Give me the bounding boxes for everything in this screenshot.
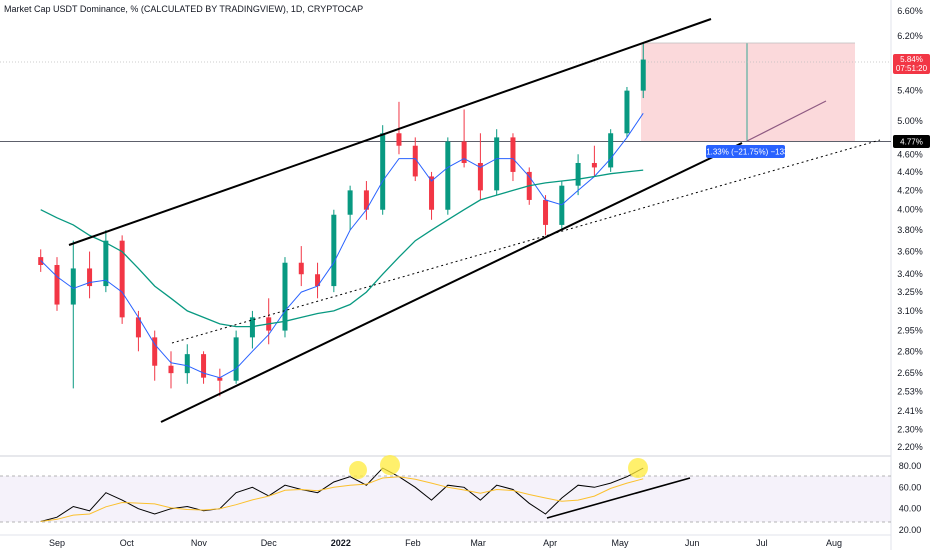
candle-body[interactable]	[363, 190, 369, 210]
rsi-trendline[interactable]	[546, 477, 691, 519]
candle-body[interactable]	[591, 162, 597, 168]
moving-average-fast	[40, 113, 644, 379]
candle-body[interactable]	[298, 262, 304, 275]
candle-body[interactable]	[152, 337, 158, 366]
last-price-tag	[893, 54, 930, 74]
rsi-highlight-circle	[628, 458, 648, 478]
measure-projection-line[interactable]	[746, 100, 827, 142]
level-price-value: 4.77%	[900, 138, 923, 147]
chart-title: Market Cap USDT Dominance, % (CALCULATED…	[4, 4, 363, 14]
price-tick-label: 4.40%	[897, 167, 923, 177]
candle-body[interactable]	[233, 337, 239, 381]
price-tick-label: 3.10%	[897, 306, 923, 316]
candle-body[interactable]	[168, 365, 174, 374]
candle-body[interactable]	[217, 377, 223, 381]
rsi-tick-label: 80.00	[899, 461, 922, 471]
channel-lower-trendline[interactable]	[160, 142, 743, 423]
position-box[interactable]	[641, 43, 855, 142]
candle-body[interactable]	[201, 354, 207, 378]
candle-body[interactable]	[510, 137, 516, 172]
price-tick-label: 3.40%	[897, 269, 923, 279]
candle-body[interactable]	[543, 199, 549, 225]
level-price-tag	[893, 135, 930, 148]
price-tick-label: 5.40%	[897, 86, 923, 96]
candle-body[interactable]	[640, 59, 646, 91]
candle-body[interactable]	[87, 268, 93, 287]
candle-body[interactable]	[445, 141, 451, 210]
candle-body[interactable]	[624, 90, 630, 134]
time-tick-label: Feb	[405, 538, 421, 548]
time-tick-label: Sep	[49, 538, 65, 548]
time-tick-label: Apr	[543, 538, 557, 548]
price-tick-label: 3.25%	[897, 287, 923, 297]
time-tick-label: Oct	[120, 538, 135, 548]
price-tick-label: 3.80%	[897, 225, 923, 235]
candle-body[interactable]	[347, 190, 353, 215]
price-tick-label: 2.65%	[897, 368, 923, 378]
time-tick-label: Nov	[191, 538, 208, 548]
price-tick-label: 2.30%	[897, 424, 923, 434]
rsi-axis[interactable]: 80.00 60.00 40.00 20.00	[899, 461, 922, 535]
price-tick-label: 2.80%	[897, 346, 923, 356]
price-tick-label: 2.20%	[897, 442, 923, 452]
price-tick-label: 2.95%	[897, 326, 923, 336]
price-tick-label: 4.60%	[897, 149, 923, 159]
time-tick-label: Jun	[685, 538, 700, 548]
channel-upper-trendline[interactable]	[68, 18, 712, 246]
rsi-band	[0, 476, 891, 522]
candle-body[interactable]	[412, 145, 418, 177]
rsi-highlight-circle	[349, 461, 367, 479]
price-tick-label: 2.41%	[897, 406, 923, 416]
candle-body[interactable]	[494, 137, 500, 191]
rsi-line	[40, 467, 644, 522]
price-tick-label: 2.53%	[897, 387, 923, 397]
rsi-tick-label: 20.00	[899, 525, 922, 535]
last-price-value: 5.84%	[900, 55, 923, 64]
candle-body[interactable]	[396, 133, 402, 146]
candle-body[interactable]	[575, 162, 581, 186]
candle-body[interactable]	[331, 214, 337, 287]
rsi-tick-label: 40.00	[899, 504, 922, 514]
price-tick-label: 3.60%	[897, 247, 923, 257]
measure-label: −1.33% (−21.75%) −133	[702, 148, 790, 157]
candle-body[interactable]	[429, 176, 435, 210]
candle-body[interactable]	[380, 133, 386, 210]
candle-body[interactable]	[461, 141, 467, 163]
candle-body[interactable]	[315, 274, 321, 287]
rsi-highlight-circle	[380, 455, 400, 475]
time-tick-label: 2022	[331, 538, 351, 548]
measure-label-box	[706, 145, 785, 158]
time-tick-label: Aug	[826, 538, 842, 548]
candle-body[interactable]	[70, 268, 76, 305]
time-axis[interactable]: Sep Oct Nov Dec 2022 Feb Mar Apr May Jun Jul Aug	[49, 538, 842, 548]
candle-body[interactable]	[184, 354, 190, 374]
rsi-lines	[40, 467, 644, 522]
price-tick-label: 4.00%	[897, 205, 923, 215]
moving-averages	[40, 113, 644, 379]
candle-body[interactable]	[282, 262, 288, 331]
time-tick-label: Mar	[470, 538, 486, 548]
candle-body[interactable]	[103, 240, 109, 287]
candle-body[interactable]	[249, 317, 255, 338]
candle-body[interactable]	[54, 265, 60, 305]
price-tick-label: 5.00%	[897, 116, 923, 126]
price-tick-label: 6.20%	[897, 31, 923, 41]
rsi-tick-label: 60.00	[899, 482, 922, 492]
last-price-countdown: 07:51:20	[896, 64, 928, 73]
time-tick-label: Jul	[756, 538, 768, 548]
time-tick-label: Dec	[261, 538, 278, 548]
candle-body[interactable]	[608, 133, 614, 168]
moving-average-slow	[40, 169, 644, 328]
candle-body[interactable]	[119, 240, 125, 318]
price-tick-label: 4.20%	[897, 185, 923, 195]
rsi-average-line	[40, 476, 644, 522]
candle-body[interactable]	[135, 317, 141, 338]
candle-body[interactable]	[477, 162, 483, 191]
time-tick-label: May	[611, 538, 629, 548]
price-tick-label: 6.60%	[897, 6, 923, 16]
